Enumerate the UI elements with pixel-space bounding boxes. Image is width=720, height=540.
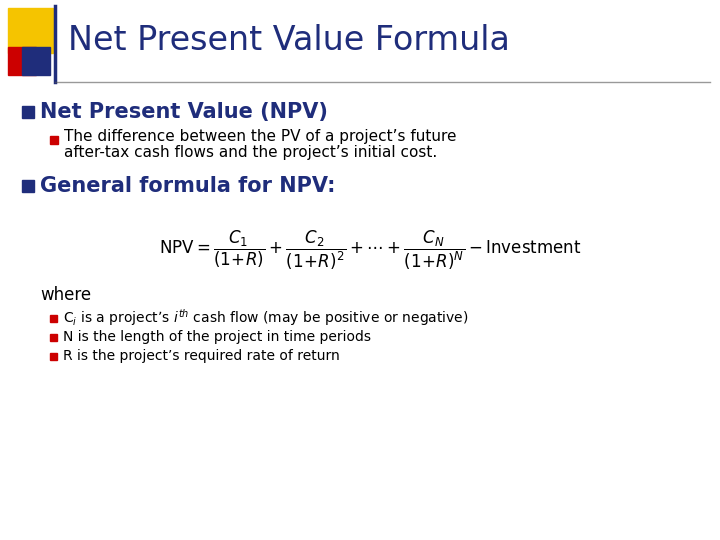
Text: Net Present Value (NPV): Net Present Value (NPV) bbox=[40, 102, 328, 122]
Bar bbox=[8, 47, 36, 75]
Text: $\mathrm{NPV} = \dfrac{C_1}{(1\!+\!R)} + \dfrac{C_2}{(1\!+\!R)^2} + \cdots + \df: $\mathrm{NPV} = \dfrac{C_1}{(1\!+\!R)} +… bbox=[159, 228, 581, 272]
Bar bbox=[50, 136, 58, 144]
Text: after-tax cash flows and the project’s initial cost.: after-tax cash flows and the project’s i… bbox=[64, 145, 437, 160]
Bar bbox=[50, 315, 57, 322]
Text: N is the length of the project in time periods: N is the length of the project in time p… bbox=[63, 330, 371, 344]
Bar bbox=[22, 106, 34, 118]
Text: Net Present Value Formula: Net Present Value Formula bbox=[68, 24, 510, 57]
Text: General formula for NPV:: General formula for NPV: bbox=[40, 176, 336, 196]
Text: The difference between the PV of a project’s future: The difference between the PV of a proje… bbox=[64, 130, 456, 145]
Text: R is the project’s required rate of return: R is the project’s required rate of retu… bbox=[63, 349, 340, 363]
Bar bbox=[50, 353, 57, 360]
Text: where: where bbox=[40, 286, 91, 304]
Bar bbox=[22, 47, 50, 75]
Bar bbox=[8, 8, 53, 53]
Bar bbox=[22, 180, 34, 192]
Text: C$_i$ is a project’s $i^{th}$ cash flow (may be positive or negative): C$_i$ is a project’s $i^{th}$ cash flow … bbox=[63, 308, 469, 328]
Bar bbox=[50, 334, 57, 341]
